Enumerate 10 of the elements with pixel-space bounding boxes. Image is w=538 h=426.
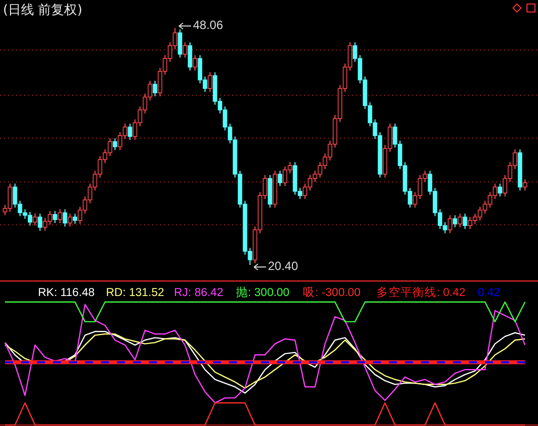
text: RJ: 86.42 <box>174 287 224 299</box>
text: 吸: -300.00 <box>303 286 361 299</box>
text: RD: 131.52 <box>106 287 164 299</box>
series-label: 抛: 300.00 <box>236 286 290 299</box>
text: RK: 116.48 <box>38 287 95 299</box>
text: 多空平衡线: 0.42 <box>376 285 466 299</box>
chart-title: (日线 前复权) <box>3 3 82 18</box>
annotation: 48.06 <box>193 18 224 32</box>
annotation: 20.40 <box>268 259 298 274</box>
text: 0.42 <box>478 287 500 299</box>
